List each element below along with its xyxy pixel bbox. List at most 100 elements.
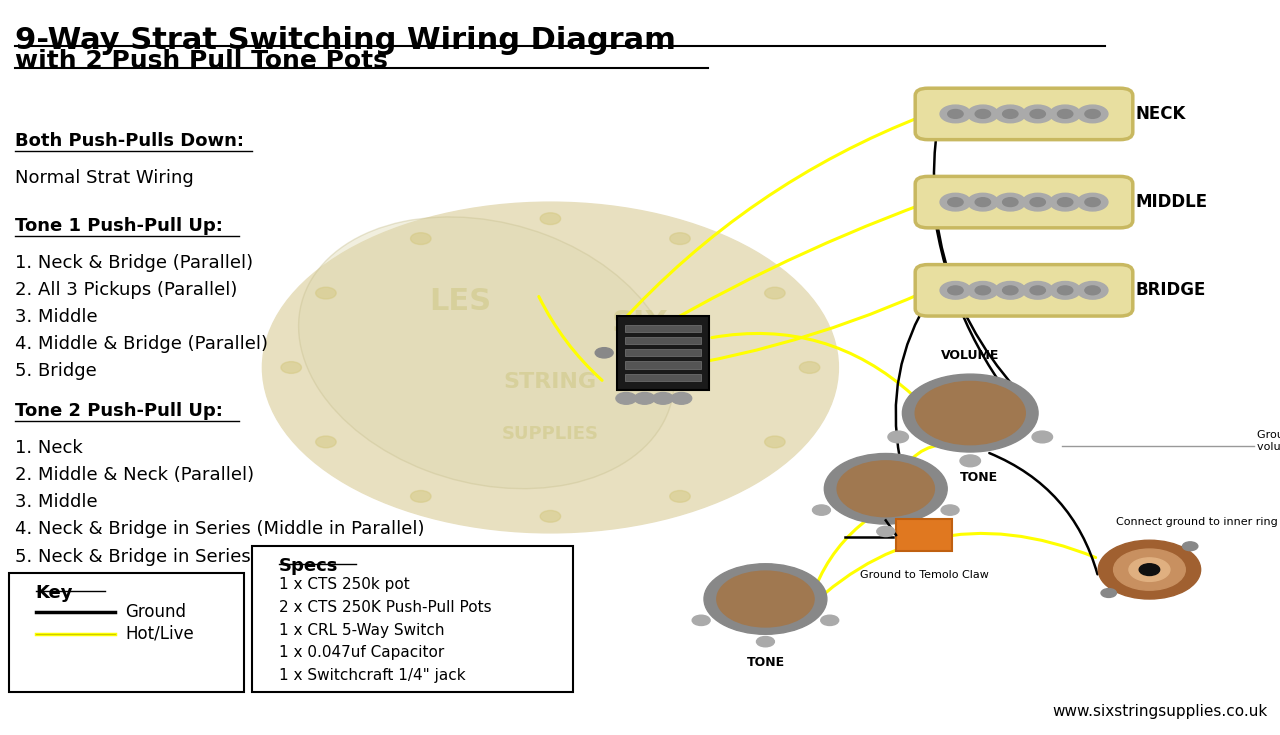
Circle shape [1078,105,1108,123]
Text: www.sixstringsupplies.co.uk: www.sixstringsupplies.co.uk [1052,704,1267,719]
Circle shape [1129,558,1170,581]
Circle shape [975,198,991,207]
Text: 1. Neck & Bridge (Parallel): 1. Neck & Bridge (Parallel) [15,254,253,271]
Circle shape [764,436,785,448]
Text: SIX: SIX [612,309,668,338]
Text: Specs: Specs [279,557,338,575]
Text: 5. Neck & Bridge in Series: 5. Neck & Bridge in Series [15,548,251,565]
FancyBboxPatch shape [9,573,244,692]
Text: 5. Bridge: 5. Bridge [15,362,97,380]
Text: Both Push-Pulls Down:: Both Push-Pulls Down: [15,132,244,150]
Circle shape [877,526,895,537]
Text: TONE: TONE [746,656,785,670]
Circle shape [1078,193,1108,211]
Text: 1 x CTS 250k pot: 1 x CTS 250k pot [279,577,410,592]
Circle shape [1114,549,1185,590]
Circle shape [1078,282,1108,299]
Circle shape [316,436,337,448]
Ellipse shape [298,217,675,489]
Circle shape [411,233,431,245]
Circle shape [995,282,1025,299]
Bar [625,362,701,369]
Text: 2. All 3 Pickups (Parallel): 2. All 3 Pickups (Parallel) [15,281,238,298]
Text: Ground: Ground [125,603,187,621]
Circle shape [824,453,947,524]
Text: Connect ground to inner ring of jack: Connect ground to inner ring of jack [1116,517,1280,527]
Circle shape [941,505,959,515]
Text: Key: Key [36,584,73,602]
FancyBboxPatch shape [915,88,1133,140]
Circle shape [704,564,827,634]
Circle shape [813,505,831,515]
Circle shape [692,615,710,625]
Circle shape [800,362,820,373]
Text: 3. Middle: 3. Middle [15,308,99,326]
Circle shape [717,571,814,627]
Circle shape [947,198,963,207]
Circle shape [756,637,774,647]
FancyBboxPatch shape [915,265,1133,316]
Circle shape [1030,198,1046,207]
Circle shape [902,374,1038,452]
Circle shape [995,105,1025,123]
Text: STRING: STRING [504,372,596,392]
Circle shape [1098,540,1201,599]
FancyBboxPatch shape [252,546,573,692]
Text: Ground neck/middle pickups to back of
volume pot - bridge to push-pull pot: Ground neck/middle pickups to back of vo… [1257,430,1280,452]
Bar [896,519,952,551]
Text: Ground to Temolo Claw: Ground to Temolo Claw [860,570,988,581]
Circle shape [262,202,838,533]
Circle shape [975,286,991,295]
Circle shape [635,392,655,404]
Circle shape [960,455,980,467]
FancyBboxPatch shape [915,176,1133,228]
Circle shape [975,110,991,118]
Circle shape [316,287,337,299]
Text: 4. Neck & Bridge in Series (Middle in Parallel): 4. Neck & Bridge in Series (Middle in Pa… [15,520,425,538]
Circle shape [1139,564,1160,576]
Circle shape [764,287,785,299]
Bar [617,316,709,390]
Text: Tone 2 Push-Pull Up:: Tone 2 Push-Pull Up: [15,402,223,420]
Circle shape [1085,198,1101,207]
Circle shape [940,282,970,299]
Circle shape [888,431,909,442]
Circle shape [1050,105,1080,123]
Text: LES: LES [430,287,492,316]
Bar [625,373,701,381]
Circle shape [1183,542,1198,551]
Circle shape [1085,286,1101,295]
Text: 1. Neck: 1. Neck [15,439,83,456]
Circle shape [1002,110,1018,118]
Bar [625,337,701,344]
Circle shape [915,381,1025,445]
Circle shape [595,348,613,358]
Bar [625,349,701,356]
Circle shape [1050,282,1080,299]
Circle shape [1023,282,1053,299]
Circle shape [837,461,934,517]
Text: with 2 Push Pull Tone Pots: with 2 Push Pull Tone Pots [15,49,388,73]
Text: 1 x Switchcraft 1/4" jack: 1 x Switchcraft 1/4" jack [279,668,466,683]
Circle shape [1085,110,1101,118]
Circle shape [1057,110,1073,118]
Circle shape [1002,286,1018,295]
Circle shape [653,392,673,404]
Bar [625,325,701,332]
Text: Hot/Live: Hot/Live [125,625,195,642]
Text: Tone 1 Push-Pull Up:: Tone 1 Push-Pull Up: [15,217,223,234]
Circle shape [968,105,998,123]
Circle shape [1050,193,1080,211]
Circle shape [1030,110,1046,118]
Text: 2 x CTS 250K Push-Pull Pots: 2 x CTS 250K Push-Pull Pots [279,600,492,614]
Circle shape [1057,286,1073,295]
Circle shape [669,233,690,245]
Circle shape [820,615,838,625]
Text: 1 x 0.047uf Capacitor: 1 x 0.047uf Capacitor [279,645,444,660]
Circle shape [282,362,302,373]
Text: SUPPLIES: SUPPLIES [502,425,599,442]
Text: VOLUME: VOLUME [941,348,1000,362]
Text: Normal Strat Wiring: Normal Strat Wiring [15,169,195,187]
Text: MIDDLE: MIDDLE [1135,193,1207,211]
Circle shape [1023,105,1053,123]
